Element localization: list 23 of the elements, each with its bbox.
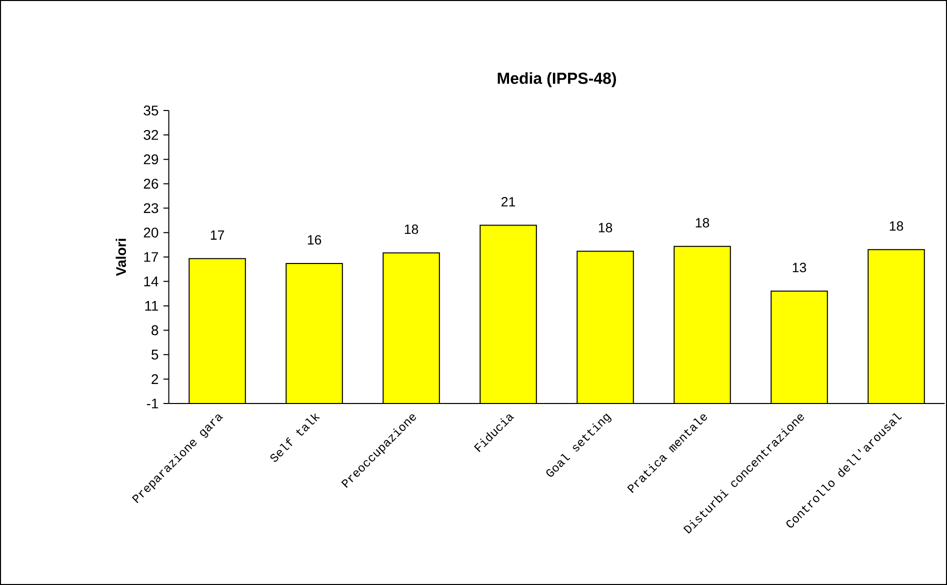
y-tick-label: 35 (144, 106, 158, 116)
data-label: 13 (792, 262, 806, 272)
y-tick-label: 11 (145, 301, 158, 311)
y-axis-title: Valori (116, 238, 126, 276)
y-tick-label: -1 (146, 398, 158, 408)
data-label: 21 (502, 197, 516, 206)
y-tick-label: 29 (144, 154, 158, 164)
chart-title: Media (IPPS-48) (498, 72, 616, 88)
y-tick-label: 20 (144, 228, 158, 238)
data-label: 18 (696, 218, 710, 228)
data-label: 18 (890, 221, 904, 231)
y-tick-label: 2 (152, 374, 158, 384)
y-tick-label: 26 (144, 178, 158, 189)
data-label: 18 (598, 222, 612, 232)
data-label: 16 (308, 235, 322, 245)
y-tick-label: 17 (144, 252, 158, 262)
y-tick-label: 32 (144, 130, 158, 140)
y-tick-label: 5 (152, 350, 158, 360)
y-tick-label: 23 (144, 203, 158, 214)
y-tick-label: 14 (144, 276, 158, 286)
data-label: 18 (404, 224, 418, 234)
data-label: 17 (210, 230, 224, 240)
y-tick-label: 8 (152, 325, 158, 336)
